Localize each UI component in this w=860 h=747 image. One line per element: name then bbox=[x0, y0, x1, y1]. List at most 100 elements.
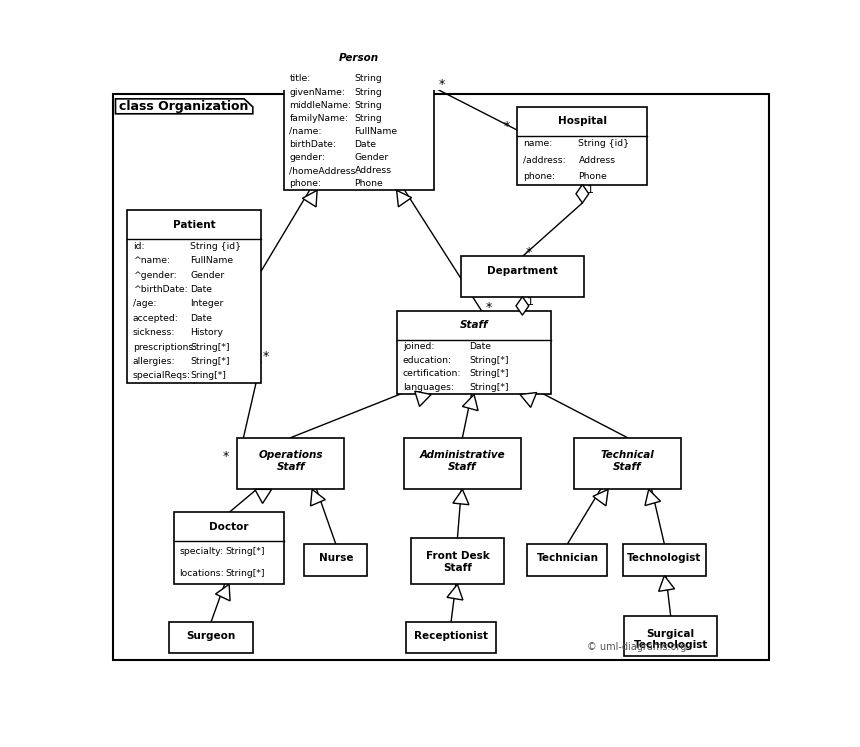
Text: Technician: Technician bbox=[537, 554, 599, 563]
Text: name:: name: bbox=[523, 139, 552, 149]
Text: Patient: Patient bbox=[173, 220, 216, 230]
Bar bbox=[411, 539, 504, 584]
Text: Department: Department bbox=[487, 266, 558, 276]
Text: education:: education: bbox=[402, 356, 452, 365]
Bar bbox=[397, 311, 550, 394]
Polygon shape bbox=[645, 489, 660, 506]
Bar bbox=[527, 544, 607, 576]
Text: Nurse: Nurse bbox=[318, 554, 353, 563]
Text: 1: 1 bbox=[527, 297, 534, 308]
Text: Date: Date bbox=[190, 314, 212, 323]
Text: title:: title: bbox=[290, 75, 310, 84]
Polygon shape bbox=[463, 394, 478, 411]
Text: /name:: /name: bbox=[290, 127, 322, 136]
Text: String {id}: String {id} bbox=[190, 242, 242, 251]
Text: *: * bbox=[223, 450, 229, 463]
Text: gender:: gender: bbox=[290, 153, 325, 162]
Text: String[*]: String[*] bbox=[190, 343, 230, 352]
Text: String: String bbox=[354, 75, 383, 84]
Text: *: * bbox=[263, 350, 269, 363]
Text: birthDate:: birthDate: bbox=[290, 140, 336, 149]
Text: *: * bbox=[526, 247, 532, 259]
Polygon shape bbox=[415, 391, 431, 406]
Polygon shape bbox=[255, 489, 272, 503]
Text: familyName:: familyName: bbox=[290, 114, 348, 123]
Text: Hospital: Hospital bbox=[558, 117, 607, 126]
Text: Technologist: Technologist bbox=[627, 554, 702, 563]
Text: Administrative
Staff: Administrative Staff bbox=[420, 450, 505, 472]
Text: Receptionist: Receptionist bbox=[414, 631, 488, 641]
Bar bbox=[404, 438, 521, 489]
Polygon shape bbox=[216, 584, 230, 601]
Text: String[*]: String[*] bbox=[226, 548, 266, 557]
Bar bbox=[169, 622, 253, 654]
Text: Integer: Integer bbox=[190, 300, 224, 309]
Polygon shape bbox=[593, 489, 608, 506]
Text: Surgical
Technologist: Surgical Technologist bbox=[634, 629, 708, 651]
Text: String[*]: String[*] bbox=[226, 569, 266, 578]
Text: specialty:: specialty: bbox=[180, 548, 224, 557]
Text: String[*]: String[*] bbox=[470, 383, 509, 392]
Bar bbox=[304, 544, 367, 576]
Bar bbox=[174, 512, 284, 584]
Text: 1: 1 bbox=[587, 185, 594, 195]
Text: class Organization: class Organization bbox=[120, 100, 249, 113]
Bar bbox=[406, 622, 496, 654]
Bar bbox=[623, 544, 706, 576]
Text: Date: Date bbox=[190, 285, 212, 294]
Text: *: * bbox=[504, 120, 510, 133]
Text: Doctor: Doctor bbox=[209, 522, 249, 532]
Text: ^gender:: ^gender: bbox=[132, 270, 176, 279]
Text: © uml-diagrams.org: © uml-diagrams.org bbox=[587, 642, 687, 652]
Text: String: String bbox=[354, 101, 383, 110]
Text: phone:: phone: bbox=[290, 179, 322, 188]
Text: Phone: Phone bbox=[354, 179, 384, 188]
Text: FullName: FullName bbox=[354, 127, 397, 136]
Bar bbox=[574, 438, 680, 489]
Text: ^name:: ^name: bbox=[132, 256, 170, 265]
Text: prescriptions:: prescriptions: bbox=[132, 343, 196, 352]
Polygon shape bbox=[516, 297, 529, 315]
Text: /address:: /address: bbox=[523, 155, 566, 164]
Text: Operations
Staff: Operations Staff bbox=[259, 450, 323, 472]
Text: Sring[*]: Sring[*] bbox=[190, 371, 226, 380]
Text: languages:: languages: bbox=[402, 383, 454, 392]
Text: FullName: FullName bbox=[190, 256, 233, 265]
Text: *: * bbox=[439, 78, 445, 90]
Text: String[*]: String[*] bbox=[470, 370, 509, 379]
Text: Staff: Staff bbox=[460, 320, 488, 330]
Polygon shape bbox=[520, 392, 537, 407]
Text: Address: Address bbox=[579, 155, 616, 164]
Text: joined:: joined: bbox=[402, 342, 434, 351]
Bar bbox=[284, 43, 434, 190]
Polygon shape bbox=[453, 489, 469, 505]
Bar bbox=[237, 438, 344, 489]
Polygon shape bbox=[310, 489, 325, 506]
Text: middleName:: middleName: bbox=[290, 101, 352, 110]
Polygon shape bbox=[115, 99, 253, 114]
Text: History: History bbox=[190, 328, 223, 337]
Text: allergies:: allergies: bbox=[132, 357, 175, 366]
Text: Address: Address bbox=[354, 166, 391, 175]
Text: certification:: certification: bbox=[402, 370, 461, 379]
Text: Gender: Gender bbox=[190, 270, 224, 279]
Text: String {id}: String {id} bbox=[579, 139, 630, 149]
Bar bbox=[518, 107, 648, 185]
Text: ^birthDate:: ^birthDate: bbox=[132, 285, 187, 294]
Text: String: String bbox=[354, 87, 383, 96]
Text: Phone: Phone bbox=[579, 172, 607, 181]
Polygon shape bbox=[447, 584, 463, 600]
Text: Gender: Gender bbox=[354, 153, 389, 162]
Polygon shape bbox=[659, 576, 674, 592]
Text: String[*]: String[*] bbox=[470, 356, 509, 365]
Text: /homeAddress:: /homeAddress: bbox=[290, 166, 359, 175]
Bar bbox=[127, 211, 261, 383]
Polygon shape bbox=[396, 190, 412, 207]
Bar bbox=[461, 256, 584, 297]
Text: String[*]: String[*] bbox=[190, 357, 230, 366]
Text: Surgeon: Surgeon bbox=[187, 631, 236, 641]
Text: sickness:: sickness: bbox=[132, 328, 175, 337]
Bar bbox=[624, 616, 717, 656]
Text: accepted:: accepted: bbox=[132, 314, 179, 323]
Text: /age:: /age: bbox=[132, 300, 157, 309]
